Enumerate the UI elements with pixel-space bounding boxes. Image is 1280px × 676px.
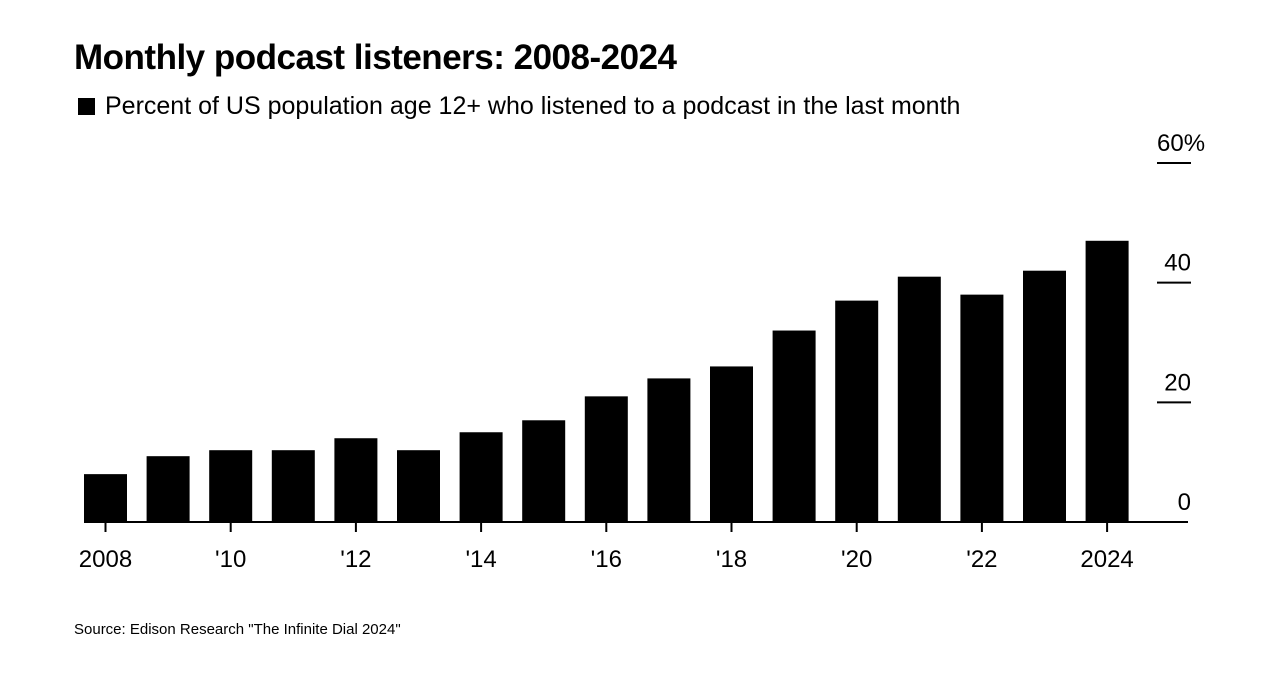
bar-2019 [772,330,816,522]
chart-title: Monthly podcast listeners: 2008-2024 [74,38,677,77]
bar-2016 [584,396,628,522]
bar-2011 [271,450,315,522]
bar-2013 [397,450,440,522]
bar-2010 [209,450,253,522]
legend-label: Percent of US population age 12+ who lis… [105,92,961,120]
x-tick-label: '10 [215,546,246,573]
bar-2014 [459,432,503,522]
legend: Percent of US population age 12+ who lis… [78,92,960,121]
bar-2023 [1023,270,1066,522]
bar-2008 [84,474,127,522]
x-tick-label: '20 [841,546,872,573]
bar-2021 [897,276,941,522]
bar-2017 [647,378,691,522]
bar-2012 [334,438,378,522]
x-tick-label: '12 [340,546,371,573]
bar-2022 [960,294,1004,522]
x-tick-label: '14 [465,546,496,573]
x-tick-label: 2024 [1080,546,1133,573]
bar-2018 [710,366,753,522]
x-tick-label: '22 [966,546,997,573]
bar-2015 [522,420,566,522]
x-tick-label: '18 [716,546,747,573]
bar-2024 [1085,240,1129,523]
y-tick-label: 40 [1164,250,1191,277]
legend-swatch [78,98,95,115]
y-tick-label: 0 [1178,489,1191,516]
x-tick-label: 2008 [79,546,132,573]
y-tick-label: 60% [1157,130,1205,157]
source-note: Source: Edison Research "The Infinite Di… [74,621,401,638]
bar-2009 [146,456,190,522]
y-tick-label: 20 [1164,369,1191,396]
bar-2020 [835,300,879,522]
x-tick-label: '16 [591,546,622,573]
